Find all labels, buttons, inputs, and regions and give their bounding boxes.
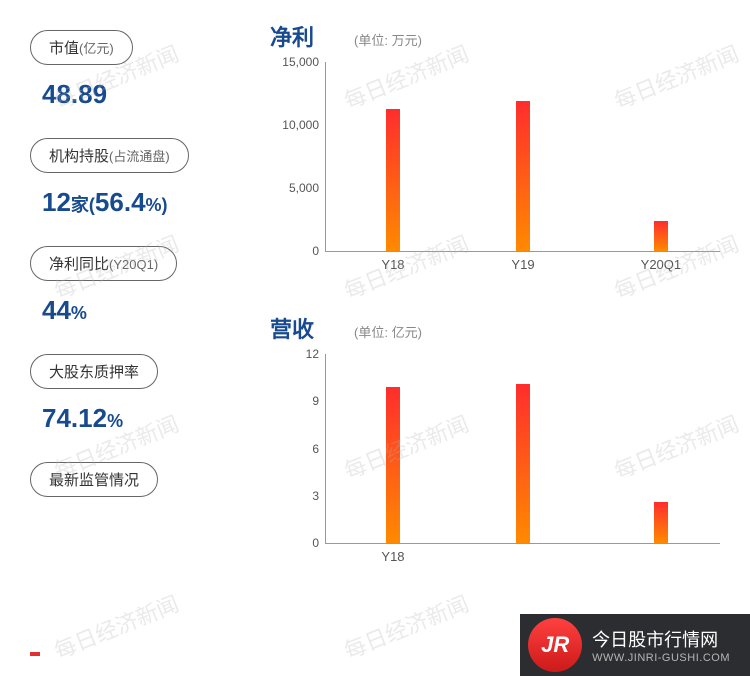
y-tick-label: 12 xyxy=(271,347,319,361)
stat-suffix: (Y20Q1) xyxy=(109,257,158,272)
stat-value: 44% xyxy=(42,295,250,326)
stat-suffix: (亿元) xyxy=(79,41,114,56)
stat-suffix: (占流通盘) xyxy=(109,149,170,164)
stat-value: 48.89 xyxy=(42,79,250,110)
chart-unit: (单位: 万元) xyxy=(354,30,422,49)
y-tick-label: 15,000 xyxy=(271,55,319,69)
site-url: WWW.JINRI-GUSHI.COM xyxy=(592,652,730,664)
net-profit-chart: 净利 (单位: 万元) 0 5,000 10,000 15,000 Y18 Y19 Y20Q… xyxy=(270,20,720,292)
chart-plot-area: 036912Y18 xyxy=(270,354,720,574)
revenue-chart: 营收 (单位: 亿元) 0 3 6 9 12 Y18 xyxy=(270,312,720,574)
stats-column: 市值(亿元) 48.89 机构持股(占流通盘) 12家(56.4%) 净利同比(Y20Q… xyxy=(30,20,270,594)
chart-bar xyxy=(654,221,668,251)
chart-bar xyxy=(386,387,400,543)
site-logo-icon: JR xyxy=(528,618,582,672)
y-tick-label: 9 xyxy=(271,394,319,408)
x-tick-label: Y18 xyxy=(381,257,404,272)
stat-label: 市值 xyxy=(49,40,79,57)
y-tick-label: 6 xyxy=(271,442,319,456)
y-tick-label: 5,000 xyxy=(271,181,319,195)
site-name-cn: 今日股市行情网 xyxy=(592,626,730,652)
chart-bar xyxy=(516,384,530,543)
decorative-dash xyxy=(30,652,40,656)
y-tick-label: 0 xyxy=(271,244,319,258)
y-tick-label: 3 xyxy=(271,489,319,503)
x-tick-label: Y20Q1 xyxy=(641,257,681,272)
chart-bar xyxy=(654,502,668,543)
chart-bar xyxy=(386,109,400,251)
stat-label-pill: 市值(亿元) xyxy=(30,30,133,65)
chart-title: 净利 xyxy=(270,20,314,52)
y-tick-label: 10,000 xyxy=(271,118,319,132)
charts-column: 净利 (单位: 万元) 0 5,000 10,000 15,000 Y18 Y19 Y20Q… xyxy=(270,20,720,594)
chart-title: 营收 xyxy=(270,312,314,344)
stat-label-pill: 大股东质押率 xyxy=(30,354,158,389)
stat-value: 74.12% xyxy=(42,403,250,434)
chart-unit: (单位: 亿元) xyxy=(354,322,422,341)
main-container: 市值(亿元) 48.89 机构持股(占流通盘) 12家(56.4%) 净利同比(Y20Q… xyxy=(0,0,750,614)
stat-label-pill: 净利同比(Y20Q1) xyxy=(30,246,177,281)
footer-branding: JR 今日股市行情网 WWW.JINRI-GUSHI.COM xyxy=(520,614,750,676)
stat-label: 机构持股 xyxy=(49,148,109,165)
x-tick-label: Y19 xyxy=(511,257,534,272)
stat-label-pill: 机构持股(占流通盘) xyxy=(30,138,189,173)
x-tick-label: Y18 xyxy=(381,549,404,564)
stat-label: 大股东质押率 xyxy=(49,364,139,381)
chart-plot-area: 05,00010,00015,000Y18Y19Y20Q1 xyxy=(270,62,720,292)
y-tick-label: 0 xyxy=(271,536,319,550)
stat-label-pill: 最新监管情况 xyxy=(30,462,158,497)
stat-label: 净利同比 xyxy=(49,256,109,273)
stat-label: 最新监管情况 xyxy=(49,472,139,489)
stat-value: 12家(56.4%) xyxy=(42,187,250,218)
chart-bar xyxy=(516,101,530,251)
